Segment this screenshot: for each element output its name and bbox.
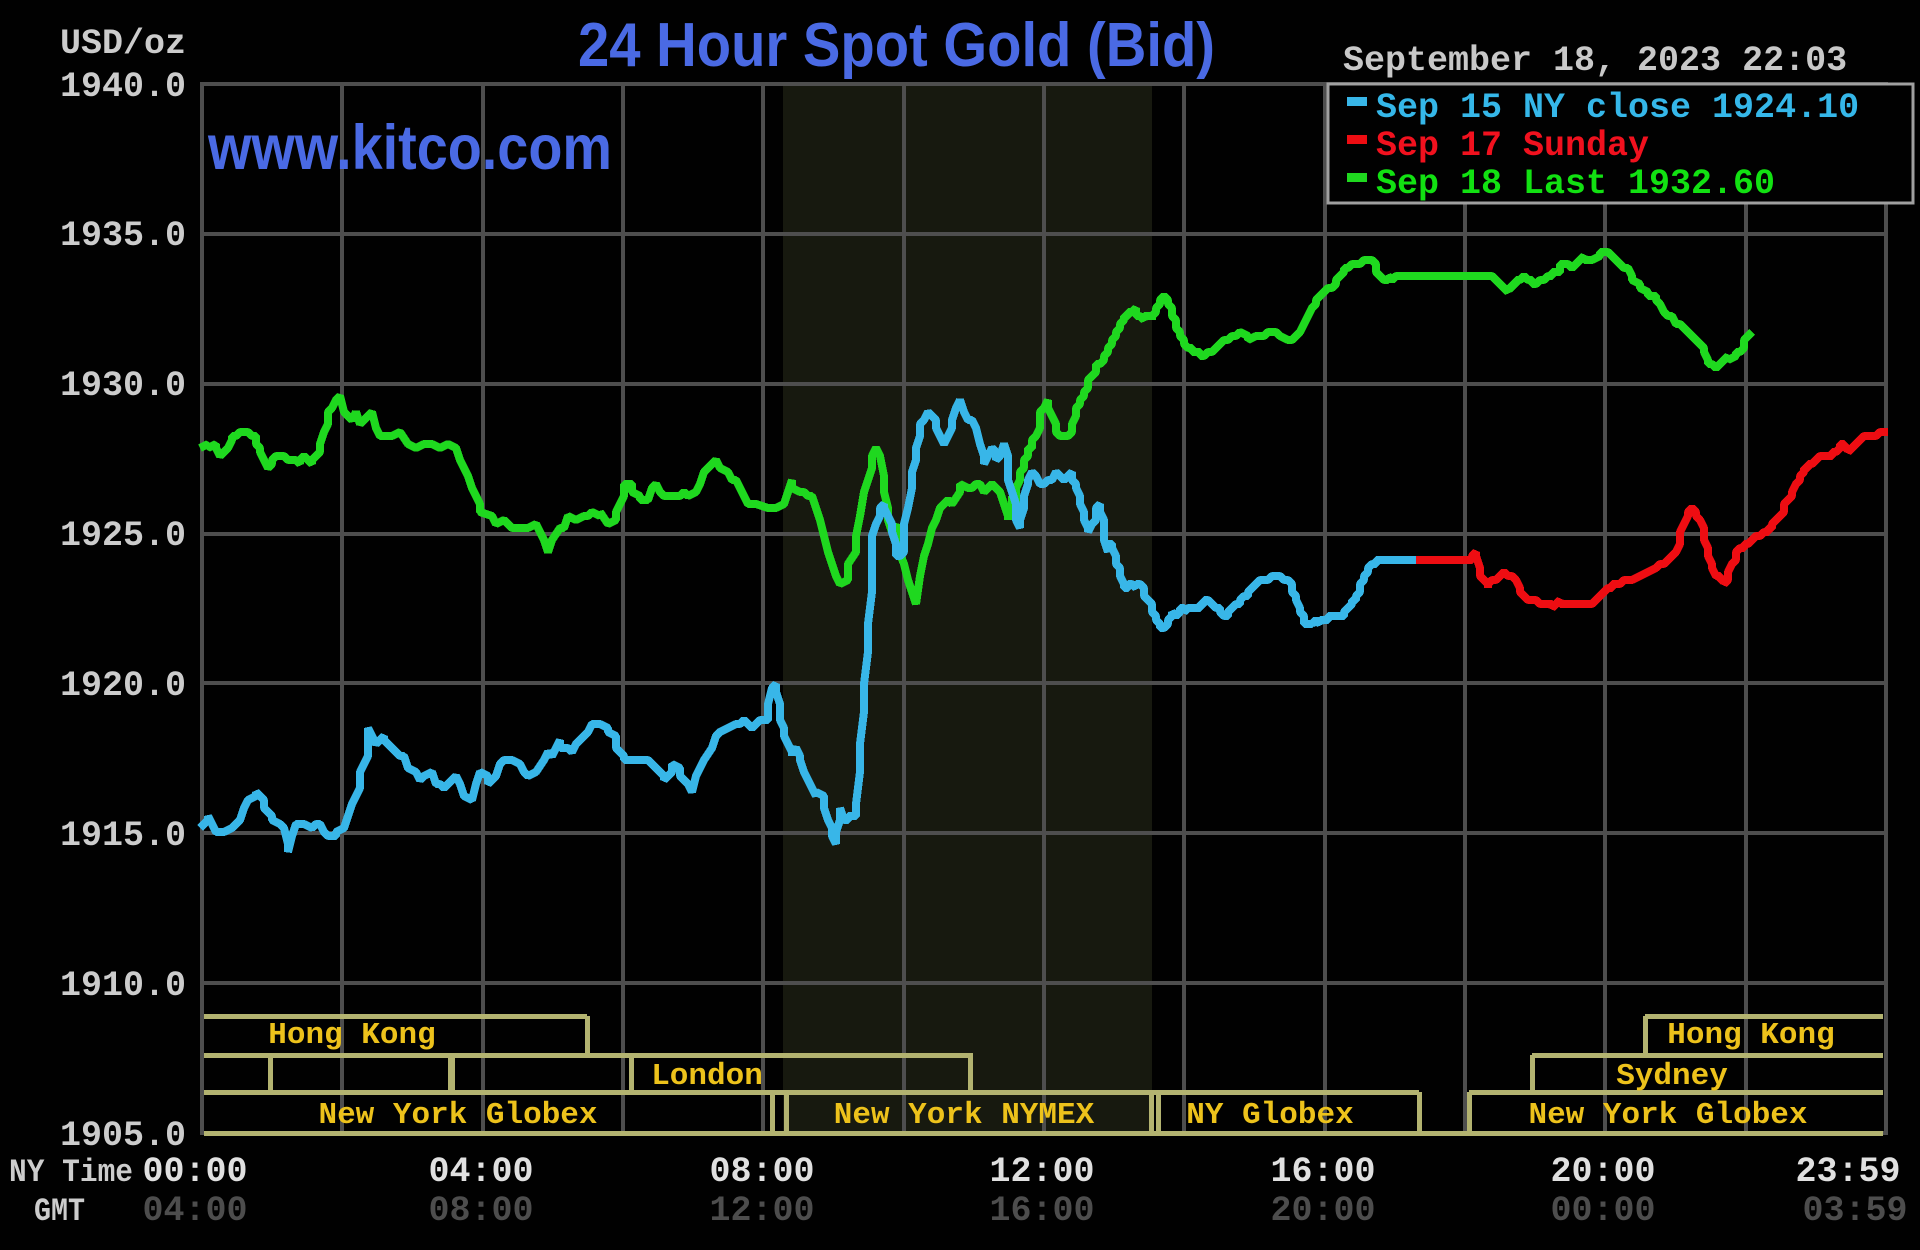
svg-text:Sep 15 NY close 1924.10: Sep 15 NY close 1924.10 <box>1376 88 1859 128</box>
svg-text:GMT: GMT <box>34 1193 85 1230</box>
svg-text:USD/oz: USD/oz <box>60 24 186 64</box>
svg-text:12:00: 12:00 <box>989 1152 1094 1192</box>
svg-text:New York Globex: New York Globex <box>318 1098 597 1133</box>
svg-text:Sep 18 Last 1932.60: Sep 18 Last 1932.60 <box>1376 164 1775 204</box>
svg-text:03:59: 03:59 <box>1802 1191 1907 1231</box>
svg-text:04:00: 04:00 <box>142 1191 247 1231</box>
svg-text:NY Time: NY Time <box>9 1154 133 1191</box>
svg-text:Sydney: Sydney <box>1616 1059 1728 1094</box>
svg-text:08:00: 08:00 <box>428 1191 533 1231</box>
svg-text:1925.0: 1925.0 <box>60 516 186 556</box>
svg-text:1905.0: 1905.0 <box>60 1116 186 1156</box>
svg-text:1940.0: 1940.0 <box>60 67 186 107</box>
svg-text:New York Globex: New York Globex <box>1528 1098 1807 1133</box>
svg-text:08:00: 08:00 <box>709 1152 814 1192</box>
svg-text:1920.0: 1920.0 <box>60 666 186 706</box>
svg-text:1910.0: 1910.0 <box>60 966 186 1006</box>
svg-text:1915.0: 1915.0 <box>60 816 186 856</box>
svg-text:16:00: 16:00 <box>989 1191 1094 1231</box>
svg-text:Hong Kong: Hong Kong <box>1667 1018 1834 1053</box>
svg-text:1935.0: 1935.0 <box>60 216 186 256</box>
svg-text:16:00: 16:00 <box>1270 1152 1375 1192</box>
svg-text:24 Hour Spot Gold (Bid): 24 Hour Spot Gold (Bid) <box>578 11 1215 80</box>
svg-text:00:00: 00:00 <box>142 1152 247 1192</box>
svg-text:20:00: 20:00 <box>1550 1152 1655 1192</box>
svg-text:New York NYMEX: New York NYMEX <box>834 1098 1095 1133</box>
svg-text:NY Globex: NY Globex <box>1186 1098 1353 1133</box>
svg-text:Sep 17 Sunday: Sep 17 Sunday <box>1376 126 1649 166</box>
svg-text:23:59: 23:59 <box>1795 1152 1900 1192</box>
svg-text:20:00: 20:00 <box>1270 1191 1375 1231</box>
svg-text:12:00: 12:00 <box>709 1191 814 1231</box>
svg-text:www.kitco.com: www.kitco.com <box>207 113 612 183</box>
svg-text:04:00: 04:00 <box>428 1152 533 1192</box>
svg-text:September 18, 2023 22:03: September 18, 2023 22:03 <box>1343 41 1847 81</box>
svg-text:London: London <box>651 1059 763 1094</box>
svg-text:00:00: 00:00 <box>1550 1191 1655 1231</box>
svg-text:Hong Kong: Hong Kong <box>268 1018 435 1053</box>
svg-text:1930.0: 1930.0 <box>60 366 186 406</box>
